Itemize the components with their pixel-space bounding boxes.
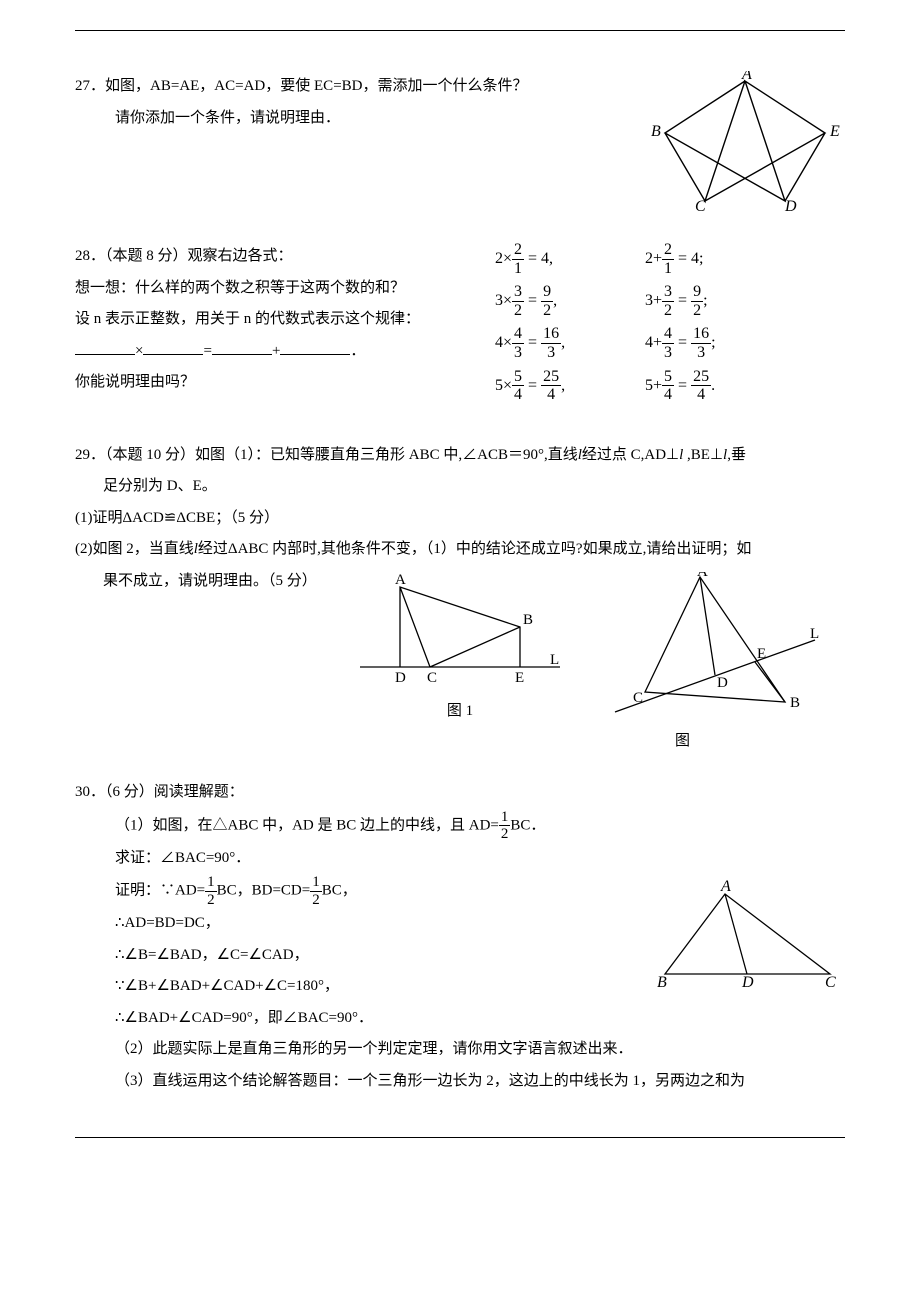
q28: 28．（本题 8 分）观察右边各式： 想一想：什么样的两个数之积等于这两个数的和…: [75, 241, 845, 410]
svg-text:C: C: [825, 974, 836, 989]
q30-p4: ∴AD=BD=DC，: [75, 908, 645, 940]
q29: 29．（本题 10 分）如图（1）：已知等腰直角三角形 ABC 中,∠ACB＝9…: [75, 440, 845, 758]
q27-line2: 请你添加一个条件，请说明理由．: [75, 103, 645, 135]
svg-text:D: D: [741, 974, 754, 989]
q30-p6: ∵∠B+∠BAD+∠CAD+∠C=180°，: [75, 971, 645, 1003]
q30-figure: A B D C: [645, 809, 845, 989]
eq4r: 5+54 = 254.: [645, 368, 755, 404]
q29-fig2: A B C D E L: [605, 572, 825, 722]
lbl-D: D: [784, 198, 797, 211]
q30-p7: ∴∠BAD+∠CAD=90°，即∠BAC=90°．: [75, 1003, 645, 1035]
q28-head: 28．（本题 8 分）观察右边各式：: [75, 241, 475, 273]
eq2l: 3×32 = 92,: [495, 283, 605, 319]
q30-p8: （2）此题实际上是直角三角形的另一个判定定理，请你用文字语言叙述出来．: [75, 1034, 845, 1066]
q30-p9: （3）直线运用这个结论解答题目：一个三角形一边长为 2，这边上的中线长为 1，另…: [75, 1066, 845, 1098]
svg-text:E: E: [515, 670, 524, 686]
q29-head: 29．（本题 10 分）如图（1）：已知等腰直角三角形 ABC 中,∠ACB＝9…: [75, 440, 845, 472]
svg-text:C: C: [633, 690, 643, 706]
q28-line1: 想一想：什么样的两个数之积等于这两个数的和？: [75, 273, 475, 305]
svg-text:D: D: [717, 675, 728, 691]
q29-p1: (1)证明ΔACD≌ΔCBE；（5 分）: [75, 503, 845, 535]
q29-p2: (2)如图 2，当直线l经过ΔABC 内部时,其他条件不变，（1）中的结论还成立…: [75, 534, 845, 566]
q29-figures: A B D C E L 图 1: [355, 572, 825, 758]
svg-text:L: L: [810, 626, 819, 642]
q27-figure: A B E C D: [645, 71, 845, 211]
q29-p2c: 果不成立，请说明理由。（5 分）: [75, 566, 355, 598]
q30: 30．（6 分）阅读理解题： （1）如图，在△ABC 中，AD 是 BC 边上的…: [75, 777, 845, 1097]
svg-text:A: A: [697, 572, 708, 580]
svg-text:L: L: [550, 652, 559, 668]
svg-text:D: D: [395, 670, 406, 686]
svg-text:B: B: [790, 695, 800, 711]
svg-text:A: A: [395, 572, 406, 588]
svg-text:A: A: [720, 879, 731, 895]
q30-head: 30．（6 分）阅读理解题：: [75, 777, 845, 809]
q28-line4: 你能说明理由吗？: [75, 367, 475, 399]
q28-blanks: ×=+．: [75, 336, 475, 368]
svg-text:B: B: [657, 974, 667, 989]
q27-line1: 27．如图，AB=AE，AC=AD，要使 EC=BD，需添加一个什么条件？: [75, 71, 645, 103]
q30-p3: 证明：∵AD=12BC，BD=CD=12BC，: [75, 874, 645, 908]
lbl-A: A: [741, 71, 752, 83]
q29-fig1: A B D C E L: [355, 572, 565, 692]
q27: 27．如图，AB=AE，AC=AD，要使 EC=BD，需添加一个什么条件？ 请你…: [75, 71, 845, 211]
eq4l: 5×54 = 254,: [495, 368, 605, 404]
q29-cap2: 图: [605, 726, 825, 758]
top-rule: [75, 30, 845, 31]
svg-text:E: E: [757, 646, 766, 662]
lbl-C: C: [695, 198, 706, 211]
svg-text:B: B: [523, 612, 533, 628]
eq2r: 3+32 = 92;: [645, 283, 755, 319]
eq3r: 4+43 = 163;: [645, 325, 755, 361]
q28-equations: 2×21 = 4, 2+21 = 4; 3×32 = 92, 3+32 = 92…: [475, 241, 755, 410]
q29-cap1: 图 1: [355, 696, 565, 728]
svg-text:C: C: [427, 670, 437, 686]
q30-p1: （1）如图，在△ABC 中，AD 是 BC 边上的中线，且 AD=12BC．: [75, 809, 645, 843]
eq1l: 2×21 = 4,: [495, 241, 605, 277]
q30-p5: ∴∠B=∠BAD，∠C=∠CAD，: [75, 940, 645, 972]
q28-line2: 设 n 表示正整数，用关于 n 的代数式表示这个规律：: [75, 304, 475, 336]
eq1r: 2+21 = 4;: [645, 241, 755, 277]
q29-cont: 足分别为 D、E。: [75, 471, 845, 503]
eq3l: 4×43 = 163,: [495, 325, 605, 361]
bottom-rule: [75, 1137, 845, 1138]
lbl-E: E: [829, 123, 840, 140]
q30-p2: 求证：∠BAC=90°．: [75, 843, 645, 875]
q27-num: 27．: [75, 78, 105, 94]
lbl-B: B: [651, 123, 661, 140]
